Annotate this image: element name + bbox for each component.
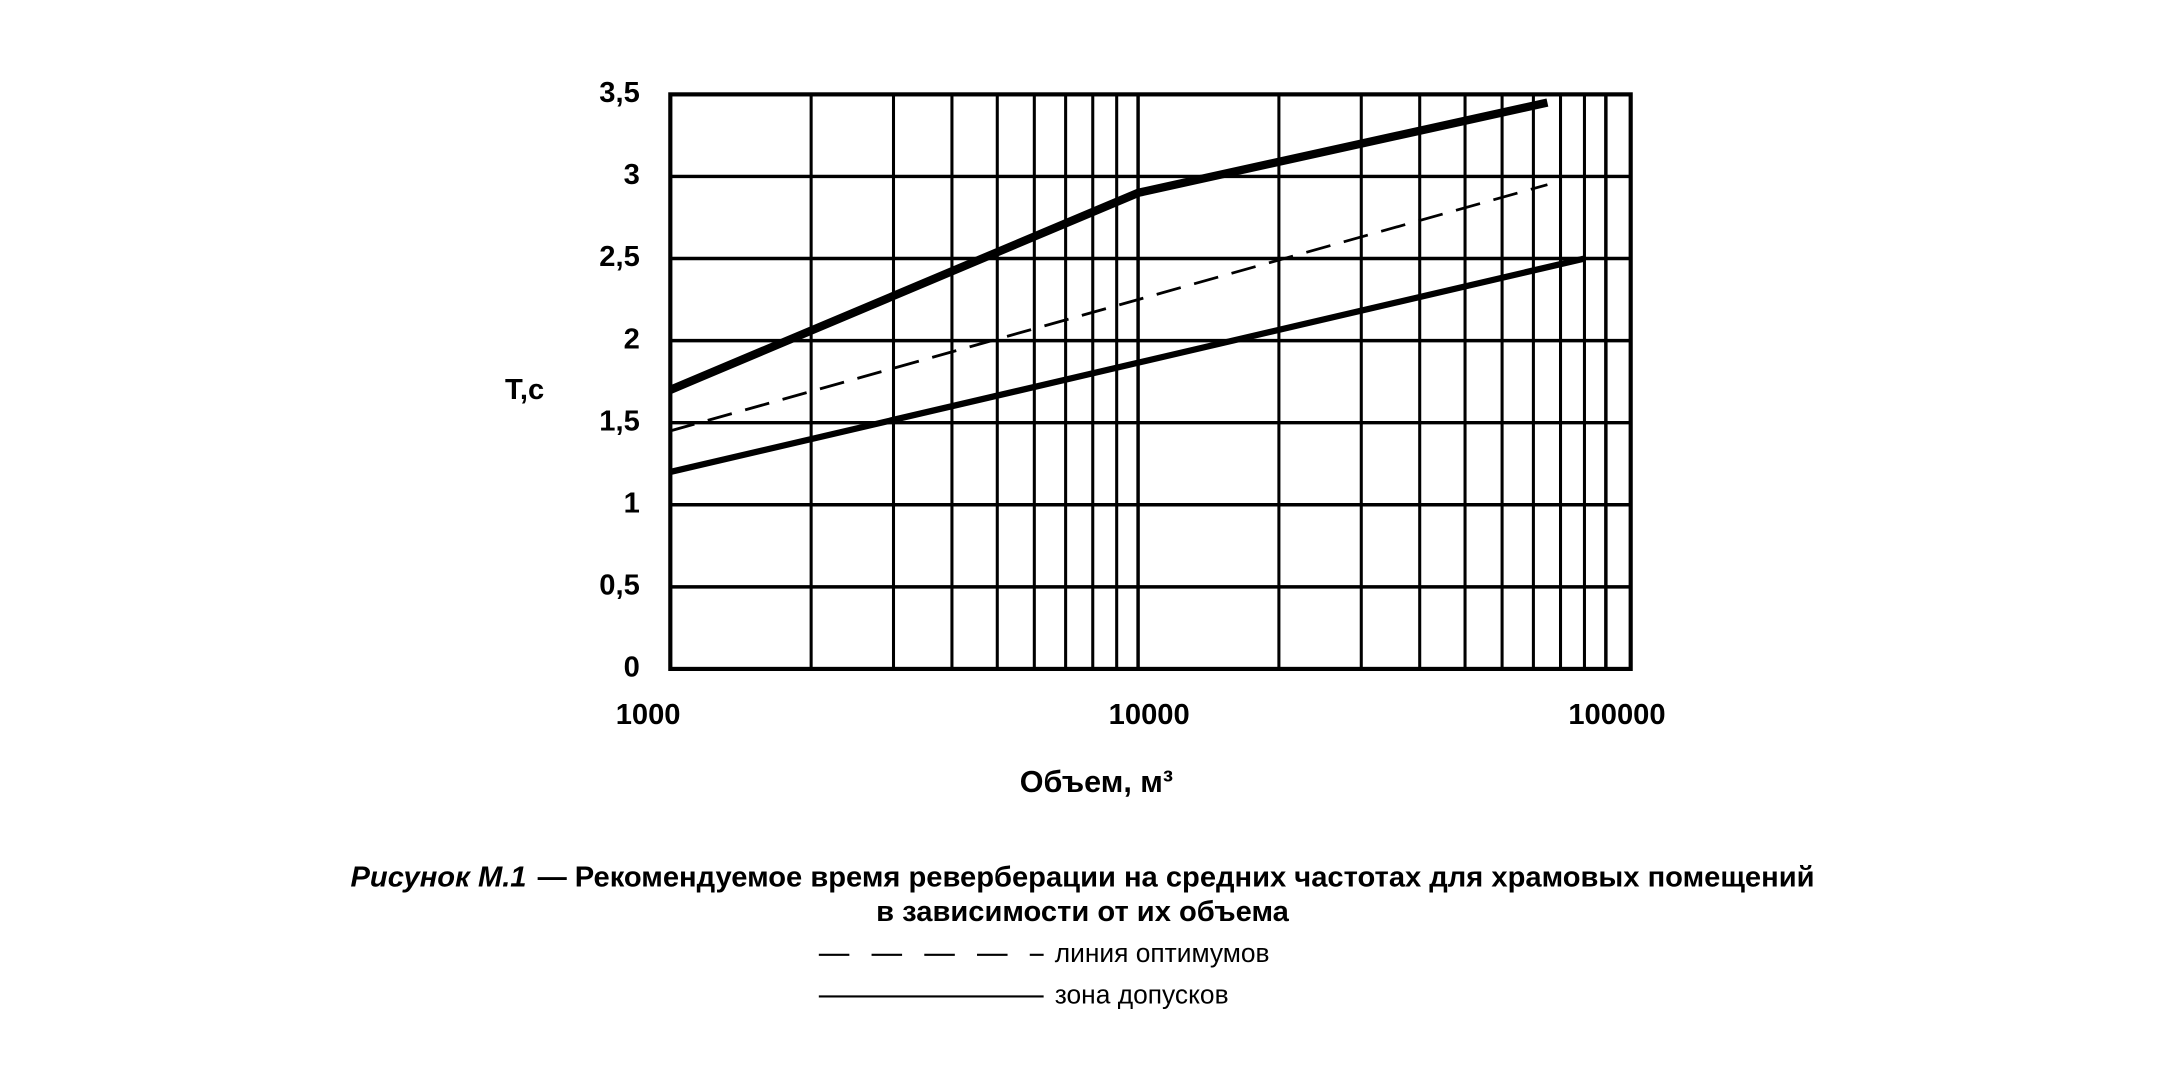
legend-label: зона допусков <box>1055 979 1229 1009</box>
caption-text: в зависимости от их объема <box>876 896 1289 928</box>
legend-label: линия оптимумов <box>1055 938 1270 968</box>
tolerance-lower-line <box>669 255 1586 475</box>
y-tick-label: 1 <box>624 487 640 519</box>
x-tick-label: 10000 <box>1109 699 1190 731</box>
tolerance-upper-line <box>668 98 1549 394</box>
y-tick-label: 3 <box>624 159 640 191</box>
x-tick-label: 100000 <box>1568 699 1665 731</box>
caption: Рисунок М.1 — Рекомендуемое время ревербе… <box>350 861 1814 893</box>
optimum-line <box>669 183 1548 433</box>
y-tick-label: 0 <box>624 652 640 684</box>
caption-text: — Рекомендуемое время реверберации на ср… <box>538 861 1815 893</box>
x-axis-label: Объем, м³ <box>1020 765 1173 799</box>
caption-label: Рисунок М.1 <box>350 861 526 893</box>
y-tick-label: 1,5 <box>599 405 640 437</box>
y-tick-label: 3,5 <box>599 77 640 109</box>
y-tick-label: 2,5 <box>599 241 640 273</box>
y-tick-label: 0,5 <box>599 570 640 602</box>
plot-frame <box>668 92 1633 672</box>
x-tick-label: 1000 <box>616 699 681 731</box>
y-axis-label: Т,с <box>505 374 544 406</box>
y-tick-label: 2 <box>624 323 640 355</box>
